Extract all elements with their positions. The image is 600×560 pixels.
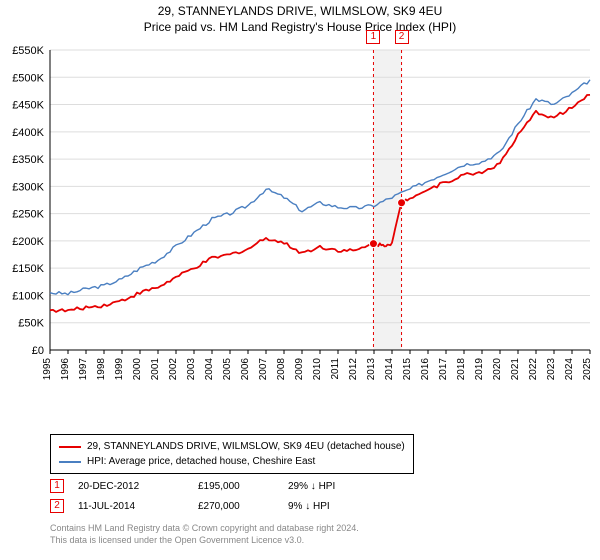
footer-line-2: This data is licensed under the Open Gov…	[50, 534, 359, 546]
svg-text:2017: 2017	[438, 358, 449, 381]
sale-row: 1 20-DEC-2012£195,00029% ↓ HPI	[50, 476, 335, 496]
svg-text:1997: 1997	[78, 358, 89, 381]
svg-text:£300K: £300K	[12, 181, 44, 193]
svg-text:2024: 2024	[564, 358, 575, 381]
svg-text:2025: 2025	[582, 358, 593, 381]
svg-text:2006: 2006	[240, 358, 251, 381]
sale-date: 20-DEC-2012	[78, 481, 198, 492]
svg-text:2009: 2009	[294, 358, 305, 381]
sale-price: £195,000	[198, 481, 288, 492]
svg-text:2020: 2020	[492, 358, 503, 381]
title-subtitle: Price paid vs. HM Land Registry's House …	[0, 20, 600, 34]
svg-text:2012: 2012	[348, 358, 359, 381]
svg-text:£150K: £150K	[12, 263, 44, 275]
sale-date: 11-JUL-2014	[78, 501, 198, 512]
svg-text:£200K: £200K	[12, 236, 44, 248]
sale-marker: 2	[50, 499, 64, 513]
svg-text:2000: 2000	[132, 358, 143, 381]
svg-text:2019: 2019	[474, 358, 485, 381]
svg-text:2013: 2013	[366, 358, 377, 381]
svg-text:£500K: £500K	[12, 72, 44, 84]
legend-label: 29, STANNEYLANDS DRIVE, WILMSLOW, SK9 4E…	[87, 439, 405, 454]
svg-text:2023: 2023	[546, 358, 557, 381]
svg-text:£450K: £450K	[12, 100, 44, 112]
svg-text:2007: 2007	[258, 358, 269, 381]
svg-text:1999: 1999	[114, 358, 125, 381]
legend-item: HPI: Average price, detached house, Ches…	[59, 454, 405, 469]
footer-line-1: Contains HM Land Registry data © Crown c…	[50, 522, 359, 534]
legend-item: 29, STANNEYLANDS DRIVE, WILMSLOW, SK9 4E…	[59, 439, 405, 454]
chart-legend: 29, STANNEYLANDS DRIVE, WILMSLOW, SK9 4E…	[50, 434, 414, 474]
svg-text:2003: 2003	[186, 358, 197, 381]
footer-attribution: Contains HM Land Registry data © Crown c…	[50, 522, 359, 546]
svg-text:2005: 2005	[222, 358, 233, 381]
sale-price: £270,000	[198, 501, 288, 512]
svg-text:2021: 2021	[510, 358, 521, 381]
sales-table: 1 20-DEC-2012£195,00029% ↓ HPI 2 11-JUL-201…	[50, 476, 335, 516]
svg-text:1998: 1998	[96, 358, 107, 381]
svg-text:2002: 2002	[168, 358, 179, 381]
sale-marker: 1	[50, 479, 64, 493]
price-chart: £0 £50K £100K £150K £200K £250K £300K £350K £400…	[0, 40, 600, 390]
svg-text:2011: 2011	[330, 358, 341, 380]
title-address: 29, STANNEYLANDS DRIVE, WILMSLOW, SK9 4E…	[0, 4, 600, 18]
svg-text:2016: 2016	[420, 358, 431, 381]
svg-text:£400K: £400K	[12, 127, 44, 139]
svg-text:£100K: £100K	[12, 290, 44, 302]
svg-text:2008: 2008	[276, 358, 287, 381]
svg-text:1996: 1996	[60, 358, 71, 381]
svg-text:2014: 2014	[384, 358, 395, 381]
svg-text:£0: £0	[32, 345, 44, 357]
sale-hpi-diff: 9% ↓ HPI	[288, 501, 330, 512]
svg-text:2004: 2004	[204, 358, 215, 381]
svg-text:£350K: £350K	[12, 154, 44, 166]
svg-text:£250K: £250K	[12, 209, 44, 221]
legend-swatch	[59, 446, 81, 448]
svg-text:2001: 2001	[150, 358, 161, 381]
svg-text:1995: 1995	[42, 358, 53, 381]
svg-text:2015: 2015	[402, 358, 413, 381]
svg-text:2010: 2010	[312, 358, 323, 381]
legend-swatch	[59, 461, 81, 463]
svg-text:2022: 2022	[528, 358, 539, 381]
svg-text:2018: 2018	[456, 358, 467, 381]
sale-row: 2 11-JUL-2014£270,0009% ↓ HPI	[50, 496, 335, 516]
legend-label: HPI: Average price, detached house, Ches…	[87, 454, 315, 469]
svg-text:£50K: £50K	[18, 318, 44, 330]
svg-text:£550K: £550K	[12, 45, 44, 57]
chart-container: 29, STANNEYLANDS DRIVE, WILMSLOW, SK9 4E…	[0, 0, 600, 560]
sale-hpi-diff: 29% ↓ HPI	[288, 481, 335, 492]
